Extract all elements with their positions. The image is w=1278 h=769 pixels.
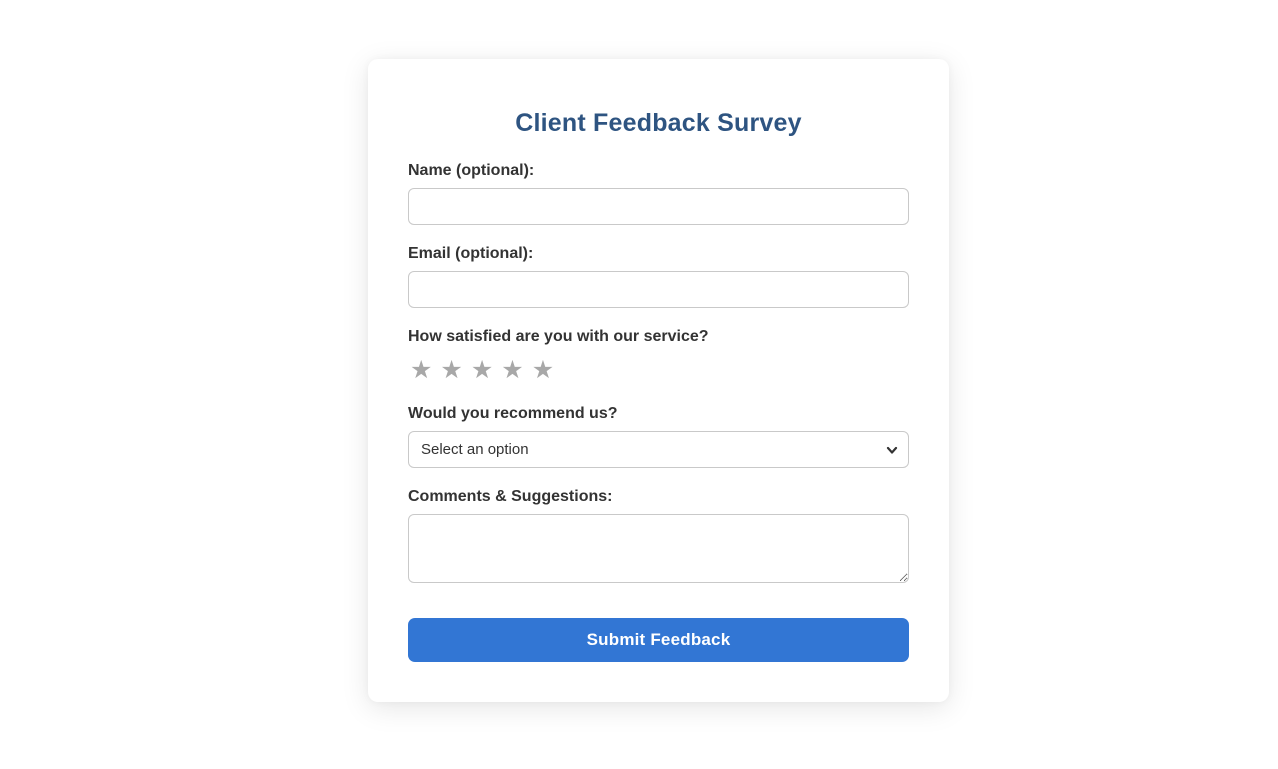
name-field[interactable] xyxy=(408,188,909,225)
email-field-label: Email (optional): xyxy=(408,245,534,262)
email-field-group: Email (optional): xyxy=(408,245,909,308)
star-rating[interactable]: ★ ★ ★ ★ ★ xyxy=(408,354,909,385)
star-icon[interactable]: ★ xyxy=(470,356,494,384)
feedback-survey-card: Client Feedback Survey Name (optional): … xyxy=(368,59,949,702)
recommend-label: Would you recommend us? xyxy=(408,405,618,422)
recommend-select[interactable]: Select an option xyxy=(408,431,909,468)
comments-field[interactable] xyxy=(408,514,909,583)
comments-label: Comments & Suggestions: xyxy=(408,488,613,505)
name-field-label: Name (optional): xyxy=(408,162,535,179)
star-icon[interactable]: ★ xyxy=(440,356,463,384)
page-title: Client Feedback Survey xyxy=(515,109,802,137)
star-icon[interactable]: ★ xyxy=(501,356,524,384)
star-icon[interactable]: ★ xyxy=(410,356,433,384)
star-icon[interactable]: ★ xyxy=(531,356,555,384)
recommend-group: Would you recommend us? Select an option xyxy=(408,405,909,468)
satisfaction-label: How satisfied are you with our service? xyxy=(408,328,709,345)
comments-group: Comments & Suggestions: xyxy=(408,488,909,588)
email-field[interactable] xyxy=(408,271,909,308)
submit-feedback-button[interactable]: Submit Feedback xyxy=(408,618,909,662)
name-field-group: Name (optional): xyxy=(408,162,909,225)
satisfaction-group: How satisfied are you with our service? … xyxy=(408,328,909,385)
